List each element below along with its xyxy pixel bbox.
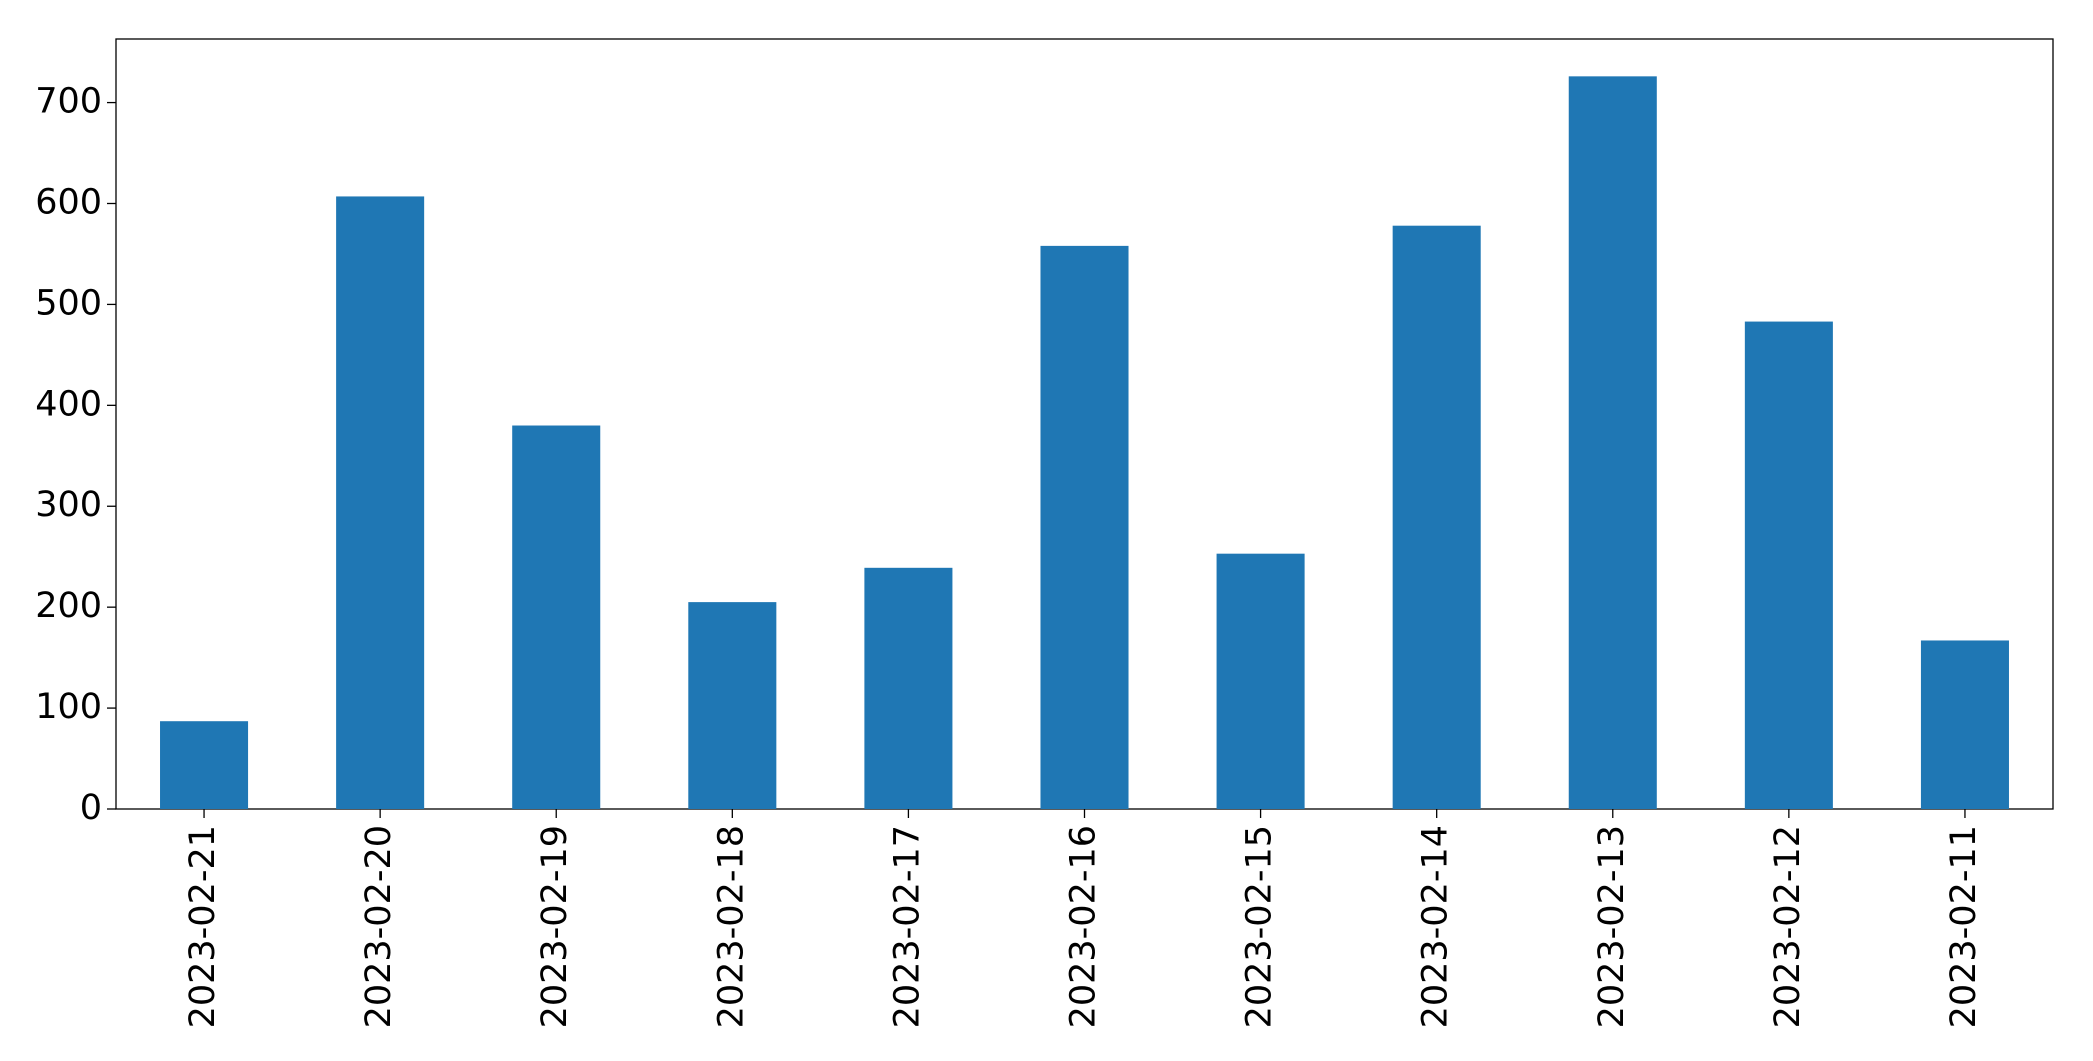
x-tick-label: 2023-02-14 [1416,825,1456,1028]
x-tick-label: 2023-02-19 [535,825,575,1028]
y-tick-label: 300 [35,485,102,525]
bar [864,567,953,809]
x-tick-label: 2023-02-16 [1064,825,1104,1028]
x-tick-label: 2023-02-13 [1592,825,1632,1028]
bar [1744,321,1833,809]
y-tick-label: 200 [35,586,102,626]
bar [1040,245,1129,809]
x-tick-label: 2023-02-15 [1240,825,1280,1028]
y-tick-label: 0 [80,788,102,828]
bar [1216,553,1305,809]
x-tick-label: 2023-02-18 [711,825,751,1028]
bar [336,196,425,809]
y-tick-label: 400 [35,384,102,424]
bar [1920,640,2009,809]
bar [512,425,601,809]
y-tick-label: 700 [35,82,102,122]
y-tick-label: 100 [35,687,102,727]
bar [1568,76,1657,809]
x-tick-label: 2023-02-12 [1768,825,1808,1028]
bar [1392,225,1481,809]
x-tick-label: 2023-02-21 [183,825,223,1028]
y-tick-label: 500 [35,283,102,323]
y-tick-label: 600 [35,182,102,222]
x-tick-label: 2023-02-11 [1944,825,1984,1028]
bar [160,721,249,809]
x-tick-label: 2023-02-20 [359,825,399,1028]
bar [688,602,777,809]
x-tick-label: 2023-02-17 [887,825,927,1028]
